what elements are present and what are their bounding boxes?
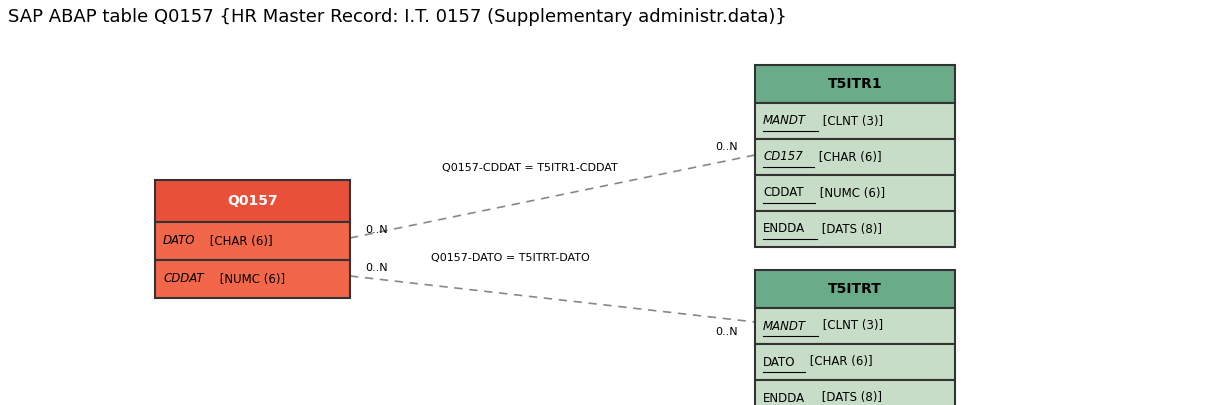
- Text: MANDT: MANDT: [763, 115, 806, 128]
- Bar: [755, 308, 955, 344]
- Text: Q0157-DATO = T5ITRT-DATO: Q0157-DATO = T5ITRT-DATO: [430, 253, 589, 263]
- Text: DATO: DATO: [763, 356, 796, 369]
- Text: ENDDA: ENDDA: [763, 392, 806, 405]
- Text: [CHAR (6)]: [CHAR (6)]: [815, 151, 882, 164]
- Text: [NUMC (6)]: [NUMC (6)]: [816, 186, 886, 200]
- Bar: [156, 260, 350, 298]
- Text: T5ITR1: T5ITR1: [827, 77, 882, 91]
- Bar: [755, 139, 955, 175]
- Text: T5ITRT: T5ITRT: [829, 282, 882, 296]
- Bar: [755, 344, 955, 380]
- Text: Q0157: Q0157: [227, 194, 278, 208]
- Text: [DATS (8)]: [DATS (8)]: [819, 222, 882, 235]
- Text: [CHAR (6)]: [CHAR (6)]: [806, 356, 872, 369]
- Text: [NUMC (6)]: [NUMC (6)]: [216, 273, 286, 286]
- Text: CDDAT: CDDAT: [163, 273, 203, 286]
- Text: [DATS (8)]: [DATS (8)]: [819, 392, 882, 405]
- Bar: [156, 180, 350, 222]
- Bar: [755, 270, 955, 308]
- Text: [CHAR (6)]: [CHAR (6)]: [205, 234, 272, 247]
- Text: DATO: DATO: [163, 234, 196, 247]
- Bar: [755, 65, 955, 103]
- Bar: [755, 175, 955, 211]
- Text: ENDDA: ENDDA: [763, 222, 806, 235]
- Text: Q0157-CDDAT = T5ITR1-CDDAT: Q0157-CDDAT = T5ITR1-CDDAT: [442, 163, 618, 173]
- Text: 0..N: 0..N: [364, 225, 388, 235]
- Text: [CLNT (3)]: [CLNT (3)]: [819, 320, 883, 333]
- Bar: [755, 380, 955, 405]
- Text: SAP ABAP table Q0157 {HR Master Record: I.T. 0157 (Supplementary administr.data): SAP ABAP table Q0157 {HR Master Record: …: [9, 8, 787, 26]
- Text: 0..N: 0..N: [716, 327, 738, 337]
- Text: CDDAT: CDDAT: [763, 186, 803, 200]
- Bar: [156, 222, 350, 260]
- Bar: [755, 211, 955, 247]
- Text: [CLNT (3)]: [CLNT (3)]: [819, 115, 883, 128]
- Text: CD157: CD157: [763, 151, 803, 164]
- Text: MANDT: MANDT: [763, 320, 806, 333]
- Text: 0..N: 0..N: [716, 142, 738, 152]
- Bar: [755, 103, 955, 139]
- Text: 0..N: 0..N: [364, 263, 388, 273]
